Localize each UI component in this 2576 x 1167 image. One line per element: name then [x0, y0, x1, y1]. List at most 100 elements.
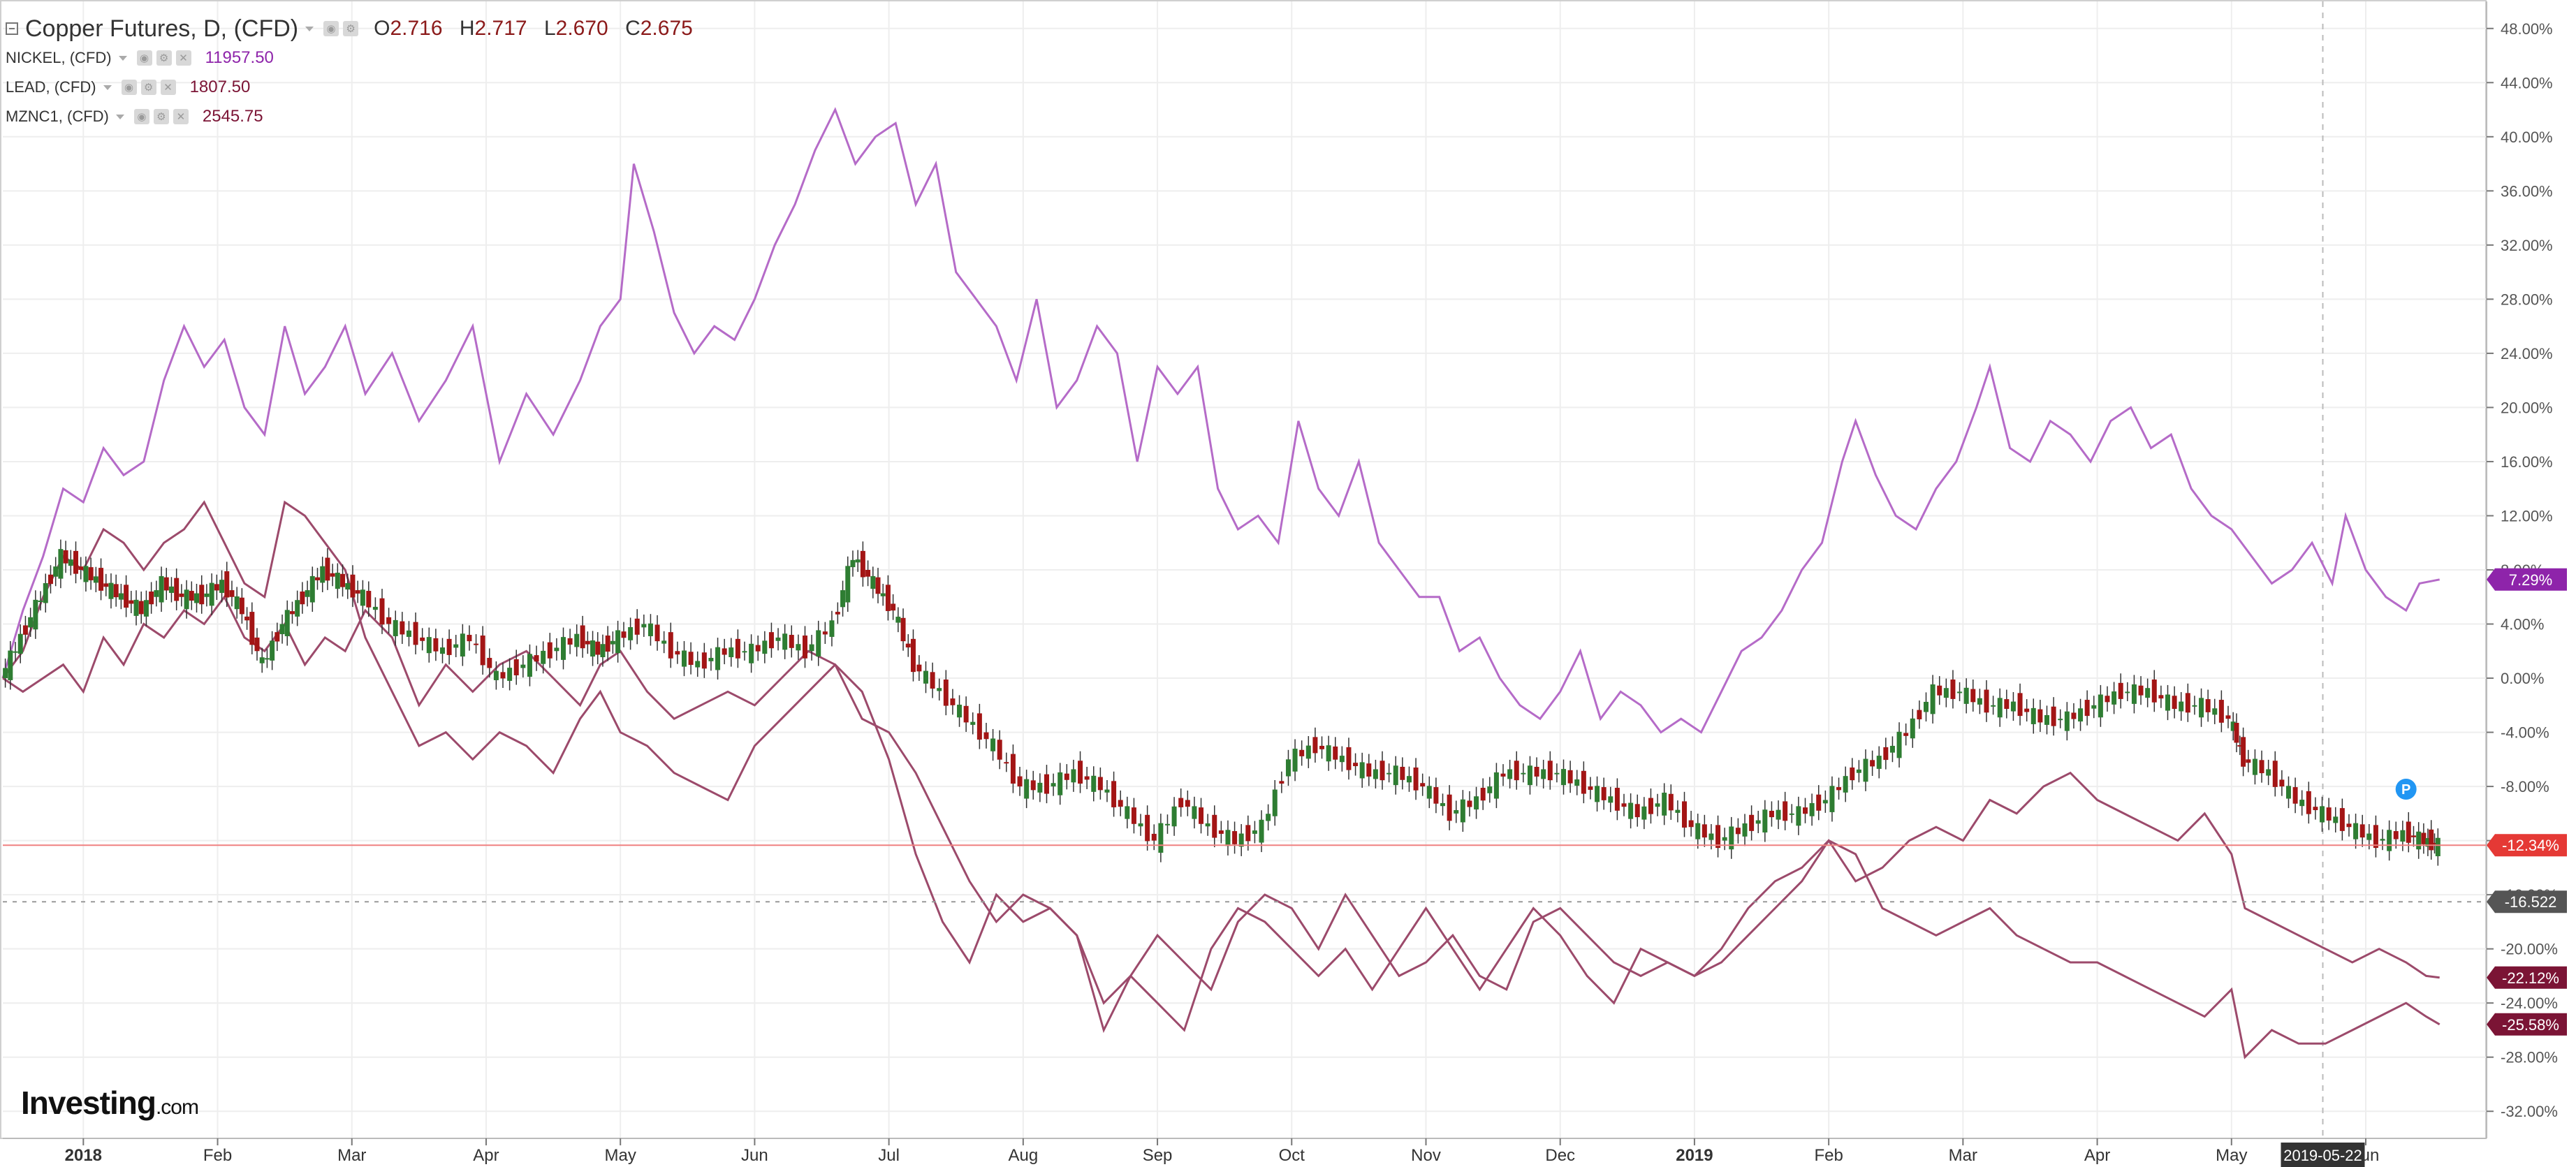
candle-up — [1930, 684, 1935, 714]
candle-up — [600, 644, 606, 658]
candle-up — [1910, 718, 1915, 739]
candle-up — [1091, 775, 1097, 792]
collapse-icon[interactable] — [6, 22, 18, 35]
candle-up — [1104, 789, 1110, 793]
gear-icon[interactable]: ⚙ — [156, 50, 172, 66]
close-icon[interactable]: ✕ — [173, 109, 189, 124]
candle-down — [2185, 693, 2190, 713]
candle-up — [2165, 694, 2170, 711]
marker[interactable]: P — [2395, 778, 2417, 800]
candle-up — [527, 654, 532, 677]
candle-down — [1715, 825, 1721, 849]
visibility-icon[interactable]: ◉ — [323, 21, 339, 36]
candle-down — [983, 732, 989, 740]
investing-logo[interactable]: Investing.com — [21, 1084, 199, 1122]
y-axis[interactable]: 48.00% 44.00% 40.00% 36.00% 32.00% 28.00% 24.0… — [2486, 1, 2558, 1138]
chevron-down-icon[interactable] — [115, 114, 124, 119]
candle-up — [2320, 806, 2325, 823]
legend-item-label[interactable]: NICKEL, (CFD) — [6, 49, 112, 66]
candle-down — [350, 574, 356, 598]
legend-item-label[interactable]: LEAD, (CFD) — [6, 78, 96, 96]
crosshair-date-box — [2281, 1143, 2365, 1167]
candle-up — [809, 644, 814, 652]
candle-down — [22, 625, 28, 635]
candle-down — [2339, 808, 2345, 831]
gear-icon[interactable]: ⚙ — [140, 80, 156, 95]
candle-up — [840, 590, 846, 608]
candle-up — [83, 566, 89, 582]
candle-down — [2393, 831, 2399, 839]
candle-down — [1883, 747, 1889, 761]
candle-down — [675, 651, 680, 655]
candle-down — [891, 603, 896, 611]
candle-down — [513, 659, 519, 675]
candle-down — [1648, 798, 1653, 814]
candle-down — [1749, 814, 1755, 831]
candle-down — [2279, 779, 2285, 787]
gear-icon[interactable]: ⚙ — [153, 109, 169, 124]
candle-down — [2172, 696, 2177, 710]
candle-up — [2112, 691, 2117, 705]
candle-down — [2292, 787, 2298, 804]
candle-down — [289, 611, 295, 615]
candle-up — [1521, 772, 1526, 775]
chevron-down-icon[interactable] — [103, 85, 112, 90]
candle-up — [957, 705, 963, 718]
logo-suffix: .com — [155, 1096, 199, 1119]
visibility-icon[interactable]: ◉ — [121, 80, 137, 95]
close-icon[interactable]: ✕ — [160, 80, 176, 95]
candle-up — [742, 651, 747, 653]
candle-down — [1702, 824, 1707, 838]
chevron-down-icon[interactable] — [118, 55, 127, 61]
candle-up — [1507, 769, 1513, 779]
candle-down — [875, 577, 881, 594]
candle-up — [1238, 833, 1244, 847]
candle-up — [234, 596, 240, 610]
x-axis[interactable]: 2018 Feb Mar Apr May Jun Jul Aug Sep Oct Nov Dec 201… — [3, 1138, 2487, 1167]
open-label: O — [374, 17, 390, 40]
candle-down — [487, 657, 492, 668]
close-icon[interactable]: ✕ — [175, 50, 191, 66]
candle-up — [2387, 830, 2392, 851]
x-tick-label: Feb — [1814, 1146, 1843, 1165]
candle-down — [163, 577, 169, 591]
legend-item-label[interactable]: MZNC1, (CFD) — [6, 108, 109, 125]
candle-down — [2373, 825, 2378, 849]
y-tick-label: 24.00% — [2501, 345, 2553, 362]
candle-down — [1145, 814, 1150, 842]
candle-down — [1567, 770, 1573, 784]
candle-down — [1547, 761, 1553, 781]
candle-up — [453, 644, 459, 648]
candle-up — [610, 640, 615, 645]
candle-down — [1588, 786, 1593, 790]
candle-down — [634, 618, 640, 635]
candle-up — [855, 559, 861, 563]
candle-up — [1527, 765, 1532, 786]
x-tick-label: May — [605, 1146, 636, 1165]
x-tick-label: Nov — [1411, 1146, 1441, 1165]
visibility-icon[interactable]: ◉ — [136, 50, 152, 66]
candle-down — [2084, 700, 2090, 717]
candle-up — [1138, 823, 1143, 827]
candle-down — [47, 574, 53, 585]
x-tick-label: Dec — [1545, 1146, 1575, 1165]
candle-up — [1252, 830, 1257, 834]
chevron-down-icon[interactable] — [305, 26, 314, 31]
candle-down — [214, 584, 219, 591]
gear-icon[interactable]: ⚙ — [343, 21, 359, 36]
candle-down — [1735, 828, 1741, 835]
candle-up — [270, 640, 275, 661]
main-series-title[interactable]: Copper Futures, D, (CFD) — [25, 15, 299, 42]
candle-down — [722, 648, 727, 655]
candle-down — [768, 632, 774, 649]
candle-up — [1158, 823, 1164, 853]
low-label: L — [543, 17, 556, 40]
candle-up — [159, 575, 164, 603]
candle-up — [796, 644, 801, 651]
candle-up — [1071, 769, 1076, 783]
candle-down — [885, 585, 891, 611]
candle-down — [1245, 825, 1251, 842]
visibility-icon[interactable]: ◉ — [133, 109, 149, 124]
candle-down — [534, 655, 539, 662]
